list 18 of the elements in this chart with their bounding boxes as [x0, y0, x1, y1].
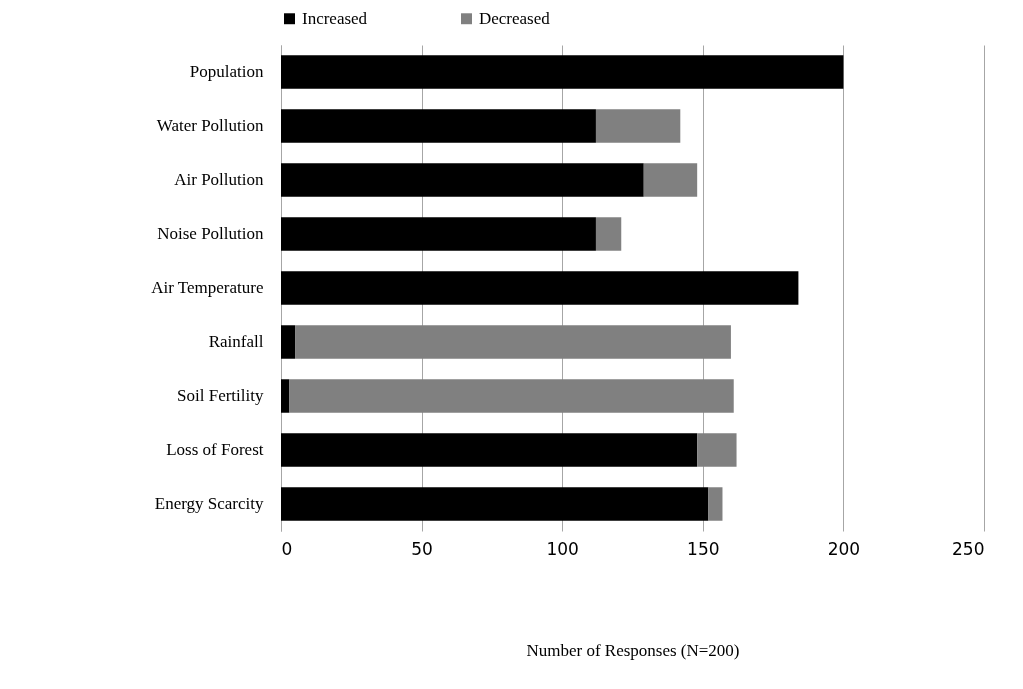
y-tick-label: Loss of Forest [166, 440, 264, 459]
y-tick-label: Air Pollution [174, 170, 264, 189]
y-tick-label: Noise Pollution [157, 224, 264, 243]
y-tick-label: Soil Fertility [177, 386, 264, 405]
legend-label: Increased [302, 8, 368, 28]
x-axis-title: Number of Responses (N=200) [526, 640, 740, 660]
x-tick-label: 200 [827, 538, 861, 559]
x-tick-label: 0 [281, 538, 293, 559]
y-tick-label: Population [189, 62, 264, 81]
x-tick-label: 50 [411, 538, 433, 559]
y-tick-label: Energy Scarcity [154, 494, 264, 513]
y-tick-label: Rainfall [208, 332, 264, 351]
y-tick-label: Air Temperature [151, 278, 264, 297]
legend-label: Decreased [479, 8, 551, 28]
x-tick-label: 100 [546, 538, 579, 559]
x-tick-label: 150 [687, 538, 720, 559]
x-tick-label: 250 [952, 538, 985, 559]
y-tick-label: Water Pollution [156, 116, 264, 135]
